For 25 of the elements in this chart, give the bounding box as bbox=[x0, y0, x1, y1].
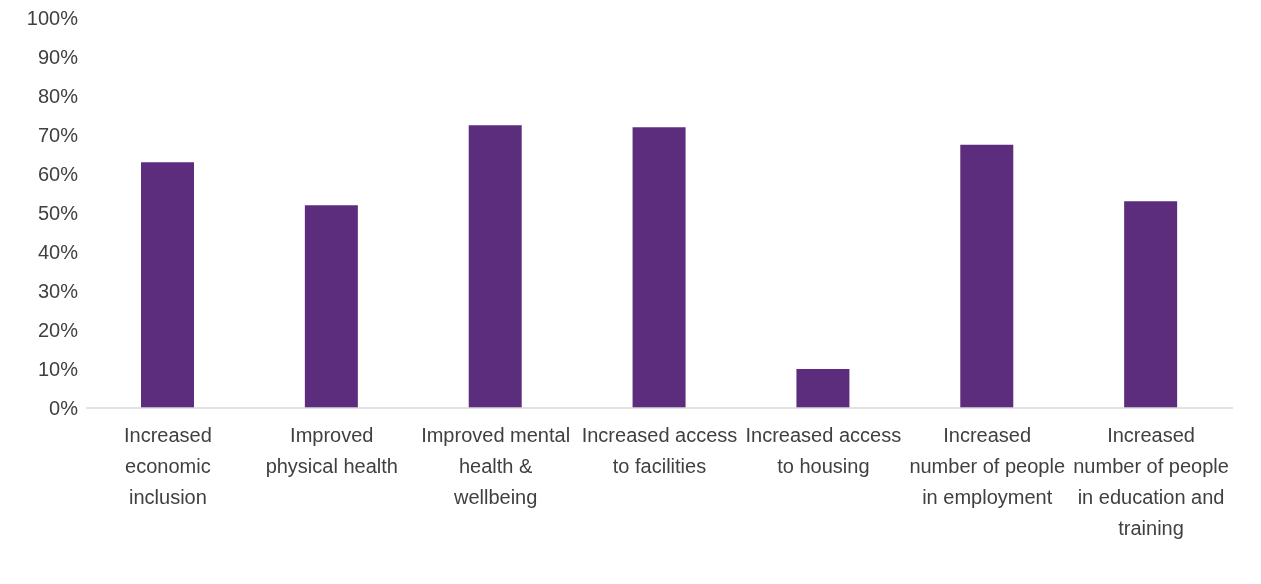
bar bbox=[796, 369, 850, 408]
y-tick-label: 0% bbox=[49, 397, 79, 420]
x-tick-label: Increased number of people in education and training bbox=[1073, 424, 1229, 539]
y-tick-label: 10% bbox=[37, 358, 79, 381]
x-tick-label: Improved mental health & wellbeing bbox=[421, 424, 571, 508]
y-tick-label: 40% bbox=[37, 241, 79, 264]
bar bbox=[468, 125, 522, 408]
y-tick-label: 60% bbox=[37, 163, 79, 186]
bar bbox=[632, 127, 686, 408]
x-tick-label: Increased economic inclusion bbox=[124, 424, 212, 508]
y-tick-label: 50% bbox=[37, 202, 79, 225]
y-tick-label: 20% bbox=[37, 319, 79, 342]
y-tick-label: 90% bbox=[37, 46, 79, 69]
y-tick-label: 70% bbox=[37, 124, 79, 147]
x-tick-label: Improved physical health bbox=[265, 424, 398, 477]
x-tick-label: Increased access to facilities bbox=[581, 424, 738, 477]
x-tick-label: Increased number of people in employment bbox=[909, 424, 1066, 508]
bar bbox=[141, 162, 194, 408]
y-tick-label: 30% bbox=[37, 280, 79, 303]
x-tick-label: Increased access to housing bbox=[745, 424, 902, 477]
bar bbox=[304, 205, 358, 408]
y-tick-label: 100% bbox=[26, 7, 79, 30]
bar bbox=[1124, 201, 1178, 408]
y-tick-label: 80% bbox=[37, 85, 79, 108]
bar bbox=[960, 144, 1014, 408]
